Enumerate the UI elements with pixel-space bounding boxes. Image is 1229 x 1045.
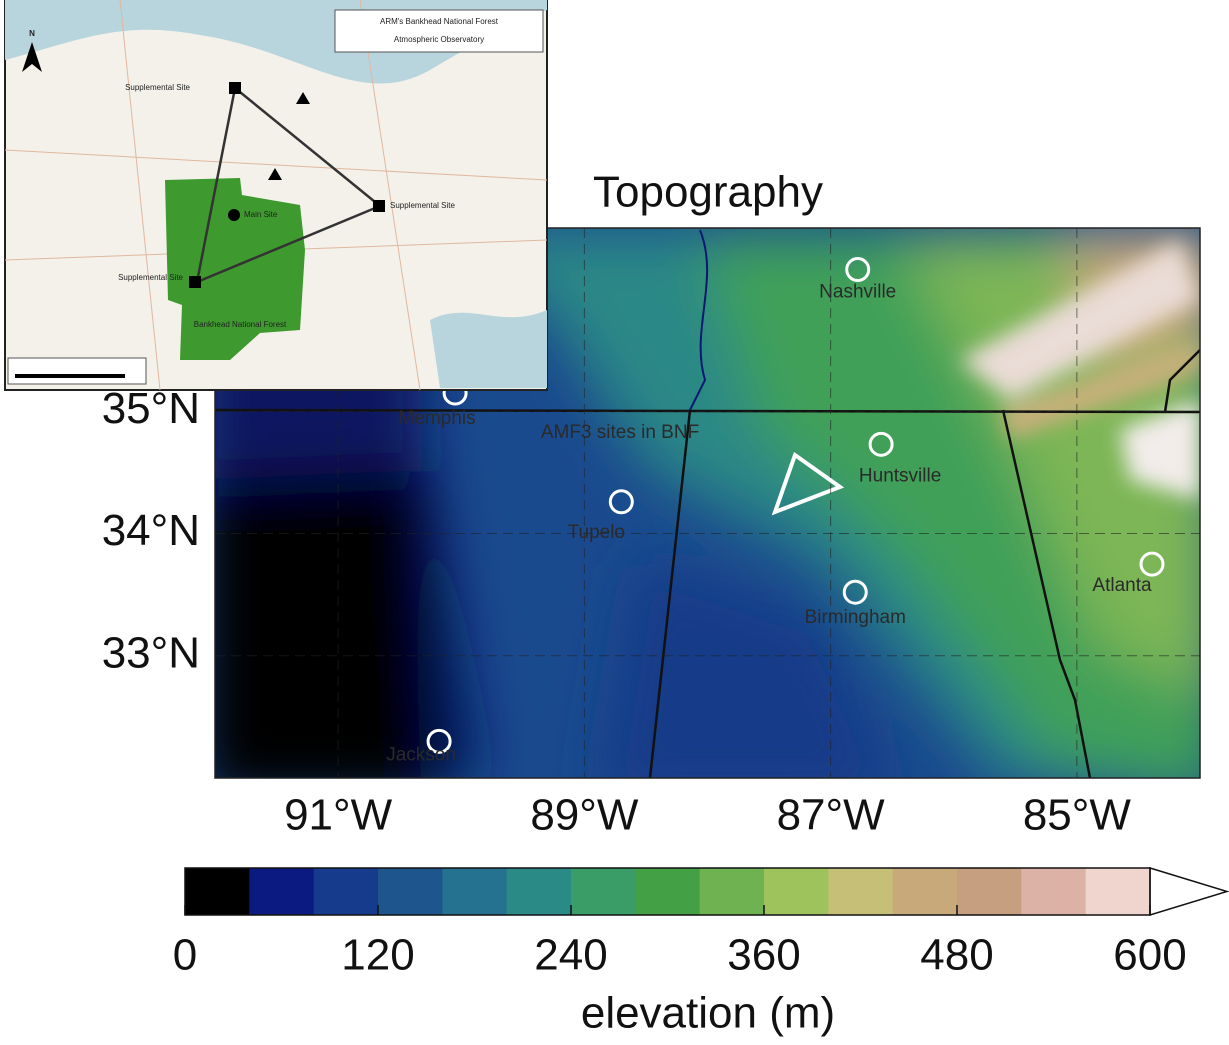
colorbar-bin — [893, 868, 958, 915]
inset: ARM's Bankhead National Forest Atmospher… — [5, 0, 547, 390]
colorbar-bin — [442, 868, 507, 915]
colorbar-tick-label: 0 — [173, 931, 197, 980]
colorbar-tick-label: 480 — [920, 931, 993, 980]
city-label: Birmingham — [805, 607, 906, 628]
city-label: Memphis — [399, 408, 476, 429]
colorbar-bin — [507, 868, 572, 915]
north-label: N — [29, 29, 35, 38]
forest-label: Bankhead National Forest — [194, 320, 287, 329]
supplemental-site: Supplemental Site — [118, 273, 183, 282]
city-label: Jackson — [386, 744, 456, 765]
colorbar-bin — [700, 868, 765, 915]
inset-title: Atmospheric Observatory — [394, 35, 484, 44]
lon-label: 89°W — [530, 791, 639, 840]
city-label: Huntsville — [859, 465, 941, 486]
colorbar-bin — [378, 868, 443, 915]
inset-title: ARM's Bankhead National Forest — [380, 17, 499, 26]
colorbar-bin — [764, 868, 829, 915]
supplemental-site: Supplemental Site — [125, 83, 190, 92]
map-title: Topography — [593, 168, 823, 217]
figure: AMF3 sites in BNF Topography 91°W 89°W 87°… — [0, 0, 1229, 1045]
colorbar-bin — [185, 868, 250, 915]
colorbar-bin — [314, 868, 379, 915]
main-site: Main Site — [244, 210, 278, 219]
colorbar-bin — [1086, 868, 1151, 915]
lat-label: 35°N — [102, 384, 200, 433]
colorbar-tick-label: 600 — [1113, 931, 1186, 980]
colorbar-tick-label: 360 — [727, 931, 800, 980]
colorbar-bin — [957, 868, 1022, 915]
city-label: Atlanta — [1092, 575, 1152, 596]
city-label: Tupelo — [568, 522, 625, 543]
colorbar-label: elevation (m) — [581, 989, 835, 1038]
colorbar-tick-label: 240 — [534, 931, 607, 980]
colorbar-bin — [571, 868, 636, 915]
colorbar-bin — [828, 868, 893, 915]
lon-label: 87°W — [777, 791, 886, 840]
lon-label: 91°W — [284, 791, 393, 840]
colorbar-bin — [635, 868, 700, 915]
city-label: Nashville — [819, 282, 896, 303]
colorbar-tick-label: 120 — [341, 931, 414, 980]
lat-label: 33°N — [102, 628, 200, 677]
colorbar-extend — [1150, 868, 1227, 915]
colorbar-bin — [249, 868, 314, 915]
annotation: AMF3 sites in BNF — [541, 422, 699, 443]
supplemental-site: Supplemental Site — [390, 201, 455, 210]
lat-label: 34°N — [102, 506, 200, 555]
lon-label: 85°W — [1023, 791, 1132, 840]
colorbar-bin — [1021, 868, 1086, 915]
